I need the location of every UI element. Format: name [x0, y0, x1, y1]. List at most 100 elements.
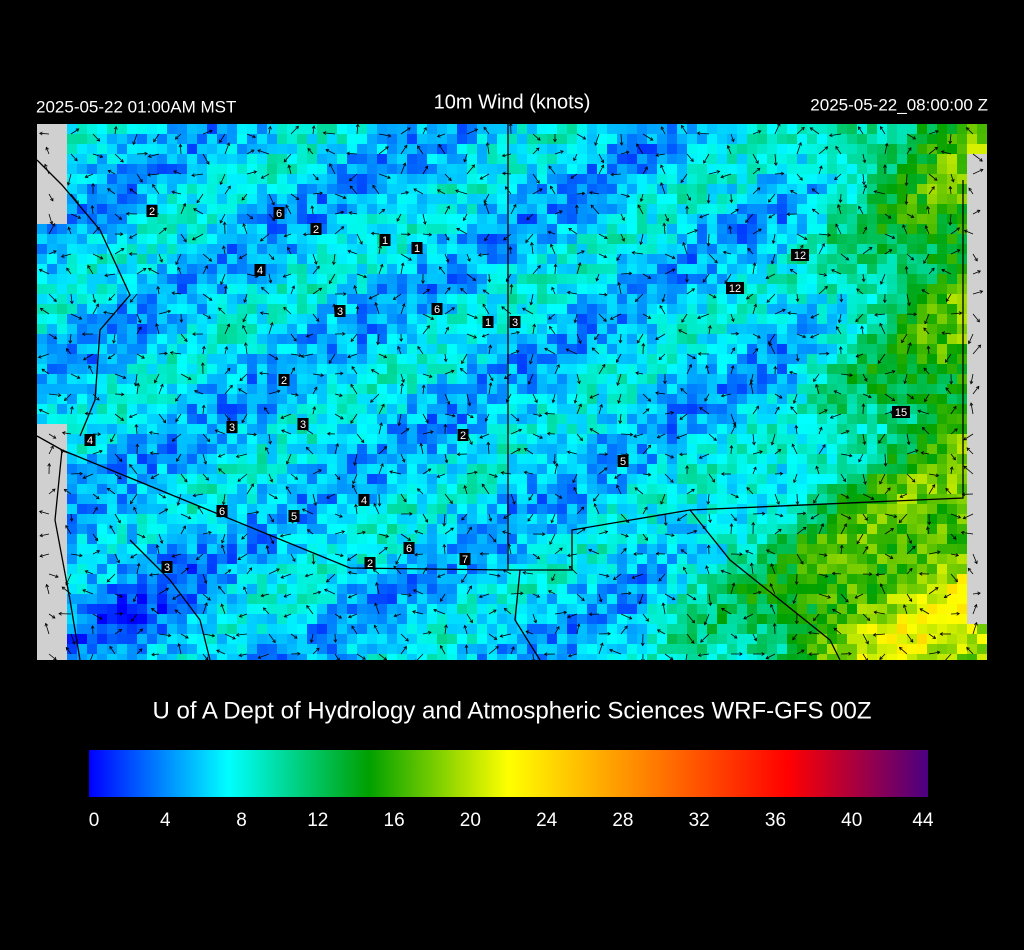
field-cell: [207, 144, 217, 154]
field-cell: [887, 204, 897, 214]
field-cell: [697, 214, 707, 224]
field-cell: [847, 594, 857, 604]
field-cell: [177, 314, 187, 324]
field-cell: [247, 424, 257, 434]
field-cell: [877, 624, 887, 634]
field-cell: [897, 504, 907, 514]
field-cell: [417, 364, 427, 374]
field-cell: [747, 284, 757, 294]
field-cell: [337, 524, 347, 534]
field-cell: [107, 534, 117, 544]
field-cell: [567, 474, 577, 484]
field-cell: [157, 524, 167, 534]
field-cell: [767, 324, 777, 334]
field-cell: [307, 424, 317, 434]
field-cell: [87, 474, 97, 484]
field-cell: [637, 564, 647, 574]
field-cell: [877, 574, 887, 584]
field-cell: [727, 564, 737, 574]
field-cell: [497, 494, 507, 504]
field-cell: [247, 344, 257, 354]
field-cell: [677, 524, 687, 534]
field-cell: [57, 274, 67, 284]
field-cell: [517, 174, 527, 184]
field-cell: [897, 314, 907, 324]
field-cell: [797, 594, 807, 604]
field-cell: [857, 414, 867, 424]
field-cell: [427, 134, 437, 144]
field-cell: [977, 384, 987, 394]
field-cell: [937, 604, 947, 614]
field-cell: [187, 534, 197, 544]
field-cell: [637, 134, 647, 144]
field-cell: [367, 234, 377, 244]
field-cell: [477, 534, 487, 544]
field-cell: [257, 424, 267, 434]
field-cell: [557, 464, 567, 474]
field-cell: [177, 634, 187, 644]
field-cell: [497, 244, 507, 254]
field-cell: [87, 384, 97, 394]
field-cell: [117, 264, 127, 274]
field-cell: [787, 524, 797, 534]
field-cell: [537, 534, 547, 544]
field-cell: [647, 464, 657, 474]
field-cell: [817, 254, 827, 264]
field-cell: [157, 474, 167, 484]
field-cell: [617, 194, 627, 204]
field-cell: [977, 294, 987, 304]
field-cell: [757, 434, 767, 444]
field-cell: [447, 614, 457, 624]
field-cell: [877, 444, 887, 454]
field-cell: [887, 544, 897, 554]
field-cell: [637, 224, 647, 234]
field-cell: [787, 564, 797, 574]
field-cell: [37, 494, 47, 504]
field-cell: [777, 614, 787, 624]
field-cell: [267, 284, 277, 294]
field-cell: [757, 244, 767, 254]
field-cell: [477, 474, 487, 484]
field-cell: [727, 384, 737, 394]
field-cell: [67, 204, 77, 214]
field-cell: [127, 604, 137, 614]
field-cell: [457, 634, 467, 644]
field-cell: [297, 144, 307, 154]
field-cell: [507, 524, 517, 534]
field-cell: [287, 604, 297, 614]
field-cell: [667, 164, 677, 174]
field-cell: [137, 394, 147, 404]
field-cell: [227, 584, 237, 594]
field-cell: [977, 264, 987, 274]
field-cell: [797, 354, 807, 364]
field-cell: [767, 354, 777, 364]
field-cell: [147, 554, 157, 564]
field-cell: [127, 284, 137, 294]
field-cell: [787, 474, 797, 484]
field-cell: [867, 144, 877, 154]
field-cell: [437, 174, 447, 184]
field-cell: [277, 174, 287, 184]
field-cell: [967, 514, 977, 524]
field-cell: [947, 264, 957, 274]
field-cell: [327, 544, 337, 554]
field-cell: [757, 174, 767, 184]
field-cell: [417, 294, 427, 304]
field-cell: [167, 464, 177, 474]
field-cell: [197, 354, 207, 364]
field-cell: [607, 484, 617, 494]
field-cell: [837, 174, 847, 184]
field-cell: [197, 414, 207, 424]
field-cell: [387, 634, 397, 644]
field-cell: [257, 494, 267, 504]
field-cell: [687, 434, 697, 444]
field-cell: [867, 474, 877, 484]
field-cell: [197, 224, 207, 234]
field-cell: [427, 464, 437, 474]
field-cell: [337, 284, 347, 294]
field-cell: [507, 484, 517, 494]
field-cell: [917, 394, 927, 404]
field-cell: [587, 334, 597, 344]
field-cell: [247, 194, 257, 204]
field-cell: [237, 464, 247, 474]
